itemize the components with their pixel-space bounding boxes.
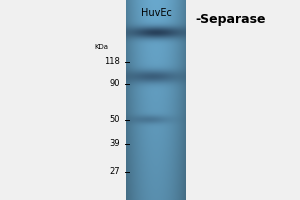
Text: 118: 118 bbox=[104, 58, 120, 66]
Text: KDa: KDa bbox=[94, 44, 108, 50]
Text: 39: 39 bbox=[110, 140, 120, 148]
Text: -Separase: -Separase bbox=[195, 14, 266, 26]
Text: 90: 90 bbox=[110, 79, 120, 88]
Text: HuvEc: HuvEc bbox=[141, 8, 171, 18]
Text: 50: 50 bbox=[110, 116, 120, 124]
Text: 27: 27 bbox=[110, 168, 120, 176]
